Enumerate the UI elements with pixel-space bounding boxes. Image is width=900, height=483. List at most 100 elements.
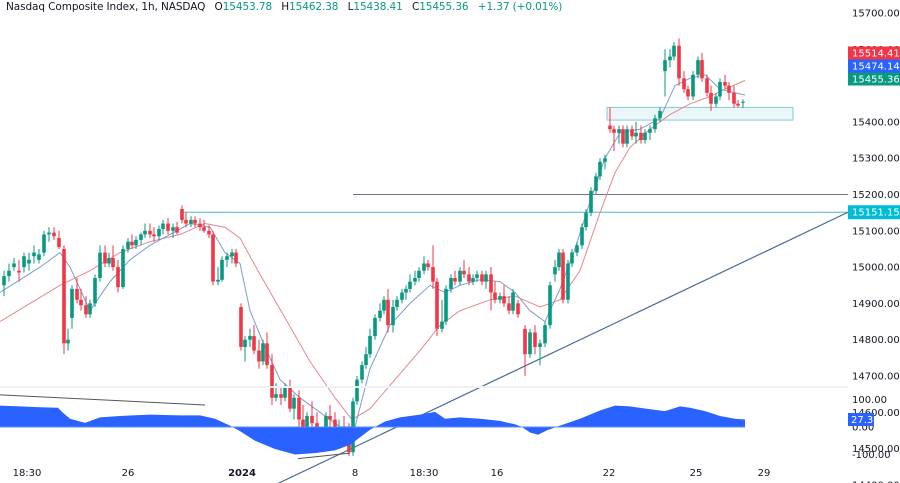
price-tag-bg xyxy=(848,205,900,220)
candle xyxy=(741,99,745,108)
candle-body xyxy=(475,274,479,278)
ma-fast-line xyxy=(0,74,746,428)
candle-body xyxy=(458,270,462,282)
candle-body xyxy=(426,263,430,268)
price-tag-label: 15455.36 xyxy=(852,75,900,86)
candle-body xyxy=(386,299,390,326)
candle-body xyxy=(261,343,265,362)
candle xyxy=(243,336,247,362)
candle xyxy=(189,216,193,228)
candle-body xyxy=(648,129,652,133)
candle-body xyxy=(435,281,439,329)
candle-body xyxy=(612,129,616,133)
price-tick-label: 14900.00 xyxy=(852,299,900,310)
candle xyxy=(355,376,359,406)
candle xyxy=(714,92,718,108)
candle xyxy=(732,85,736,108)
ma-slow-price-tag[interactable]: 15514.41 xyxy=(848,46,900,60)
candle xyxy=(548,281,552,329)
candle-body xyxy=(139,234,143,240)
candle xyxy=(696,56,700,79)
candle-body xyxy=(543,325,547,344)
ascending-trendline[interactable] xyxy=(275,211,849,483)
divergence-line[interactable] xyxy=(0,394,206,406)
candle xyxy=(608,107,612,133)
candle xyxy=(484,270,488,289)
candle xyxy=(663,49,667,97)
candle-body xyxy=(7,270,11,277)
candle-body xyxy=(589,190,593,213)
candle xyxy=(523,325,527,376)
candle-body xyxy=(453,277,457,282)
candle-body xyxy=(37,254,41,260)
ma-fast-price-tag[interactable]: 15474.14 xyxy=(848,59,900,73)
support-zone-box[interactable] xyxy=(606,106,794,121)
candle xyxy=(589,187,593,217)
candle xyxy=(528,328,532,358)
candle-body xyxy=(538,343,542,347)
candle-body xyxy=(211,234,215,282)
last-price-tag[interactable]: 15455.36 xyxy=(848,72,900,86)
candle xyxy=(288,379,292,413)
candle-body xyxy=(378,310,382,318)
candle xyxy=(134,236,138,249)
trendline[interactable] xyxy=(275,211,849,483)
candle xyxy=(171,223,175,239)
candle-body xyxy=(677,45,681,79)
horizontal-levels[interactable] xyxy=(182,194,848,213)
candle xyxy=(292,394,296,420)
candle xyxy=(580,223,584,249)
candle xyxy=(594,172,598,195)
candle-body xyxy=(658,111,662,119)
candle xyxy=(502,285,506,308)
candle xyxy=(139,232,143,246)
price-tick-label: 14400.00 xyxy=(852,480,900,483)
candle xyxy=(17,259,21,282)
support-zone-rectangle[interactable] xyxy=(606,106,794,121)
candle-body xyxy=(310,415,314,424)
price-axis[interactable]: 15700.0015600.0015400.0015300.0015200.00… xyxy=(848,9,900,483)
candle-body xyxy=(252,336,256,351)
candle-body xyxy=(283,386,287,398)
osc-tick-label: -100.00 xyxy=(852,450,891,461)
candle-body xyxy=(408,281,412,289)
candle-body xyxy=(107,258,111,264)
candle xyxy=(718,78,722,101)
candle xyxy=(130,234,134,249)
high-label: H xyxy=(281,1,290,13)
candle xyxy=(12,258,16,271)
candle xyxy=(279,386,283,406)
price-tick-label: 15200.00 xyxy=(852,190,900,201)
oscillator-axis[interactable]: 100.00 0.00 -100.00 27.30 xyxy=(848,395,891,461)
candle xyxy=(107,252,111,268)
candle xyxy=(634,121,638,144)
candle-body xyxy=(511,292,515,311)
candle xyxy=(42,230,46,257)
candle xyxy=(84,296,88,318)
candle xyxy=(157,225,161,240)
oscillator-value-tag[interactable]: 27.30 xyxy=(848,412,880,426)
candle xyxy=(198,218,202,231)
time-axis[interactable]: 18:30 26 2024 8 18:30 16 22 25 29 xyxy=(13,468,771,479)
candle xyxy=(431,245,435,289)
candle-body xyxy=(422,263,426,271)
candle xyxy=(274,383,278,402)
candle xyxy=(566,259,570,304)
oscillator-pane xyxy=(0,394,745,460)
candle-body xyxy=(484,274,488,282)
candle xyxy=(230,248,234,264)
candle-body xyxy=(75,288,79,300)
candle-body xyxy=(382,299,386,311)
candle-body xyxy=(364,354,368,366)
candle xyxy=(723,74,727,90)
candle-body xyxy=(672,45,676,57)
trendline-price-tag[interactable]: 15151.15 xyxy=(848,205,900,220)
candle xyxy=(152,227,156,242)
candle-body xyxy=(121,248,125,288)
candle-body xyxy=(528,332,532,355)
time-tick-label: 18:30 xyxy=(13,468,42,479)
candle xyxy=(658,107,662,122)
candle-body xyxy=(682,78,686,90)
divergence-line[interactable] xyxy=(297,452,351,460)
